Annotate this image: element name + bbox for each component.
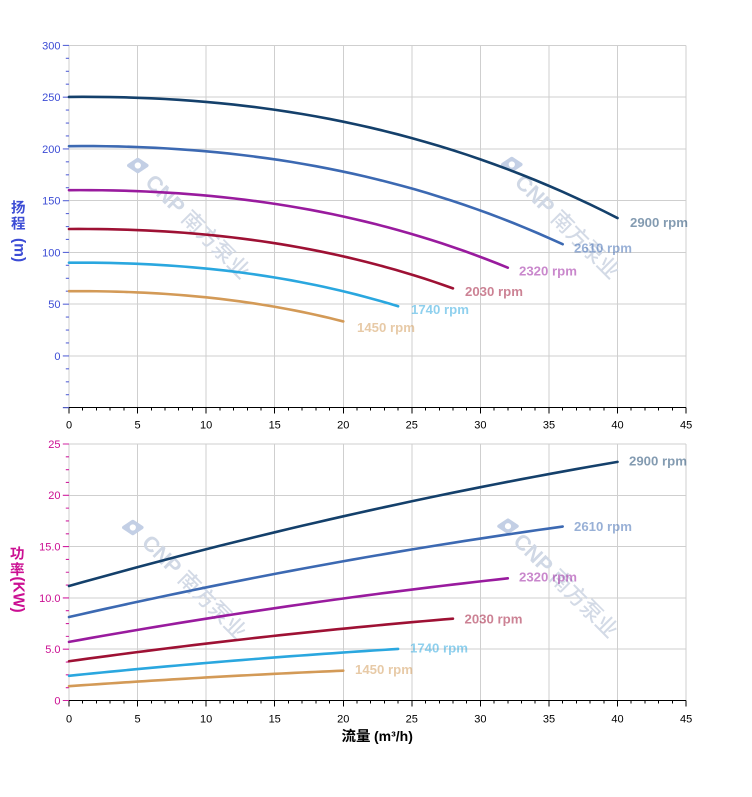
svg-text:30: 30 (474, 714, 486, 726)
svg-text:15: 15 (269, 420, 281, 432)
svg-text:20: 20 (337, 420, 349, 432)
svg-text:(m): (m) (11, 238, 28, 262)
svg-text:2900 rpm: 2900 rpm (629, 454, 687, 469)
svg-text:200: 200 (42, 144, 60, 156)
svg-text:2610 rpm: 2610 rpm (574, 241, 632, 256)
svg-text:1450 rpm: 1450 rpm (355, 662, 413, 677)
svg-text:15.0: 15.0 (39, 542, 60, 554)
svg-text:(KW): (KW) (10, 577, 27, 613)
svg-text:2030 rpm: 2030 rpm (465, 284, 523, 299)
svg-text:2900 rpm: 2900 rpm (630, 215, 688, 230)
svg-text:2610 rpm: 2610 rpm (574, 519, 632, 534)
svg-text:35: 35 (543, 420, 555, 432)
svg-text:(m³/h): (m³/h) (374, 728, 413, 744)
svg-text:0: 0 (66, 420, 72, 432)
svg-text:45: 45 (680, 420, 692, 432)
svg-text:35: 35 (543, 714, 555, 726)
svg-text:0: 0 (54, 351, 60, 363)
svg-text:CNP: CNP (510, 170, 559, 219)
svg-text:5.0: 5.0 (45, 644, 60, 656)
svg-text:5: 5 (135, 714, 141, 726)
svg-text:0: 0 (54, 695, 60, 707)
svg-text:300: 300 (42, 40, 60, 52)
svg-text:1450 rpm: 1450 rpm (357, 320, 415, 335)
svg-text:25: 25 (48, 439, 60, 451)
svg-text:10.0: 10.0 (39, 593, 60, 605)
svg-text:2320 rpm: 2320 rpm (519, 570, 577, 585)
svg-text:50: 50 (48, 299, 60, 311)
svg-text:40: 40 (611, 714, 623, 726)
svg-text:45: 45 (680, 714, 692, 726)
svg-text:25: 25 (406, 714, 418, 726)
svg-text:250: 250 (42, 92, 60, 104)
svg-text:1740 rpm: 1740 rpm (410, 641, 468, 656)
svg-text:10: 10 (200, 714, 212, 726)
svg-text:0: 0 (66, 714, 72, 726)
svg-text:5: 5 (135, 420, 141, 432)
svg-text:30: 30 (474, 420, 486, 432)
svg-text:25: 25 (406, 420, 418, 432)
svg-text:100: 100 (42, 247, 60, 259)
svg-text:40: 40 (611, 420, 623, 432)
svg-text:150: 150 (42, 196, 60, 208)
svg-text:20: 20 (48, 490, 60, 502)
svg-text:2320 rpm: 2320 rpm (519, 264, 577, 279)
svg-text:15: 15 (269, 714, 281, 726)
svg-text:10: 10 (200, 420, 212, 432)
svg-text:1740 rpm: 1740 rpm (411, 302, 469, 317)
svg-text:2030 rpm: 2030 rpm (465, 612, 523, 627)
svg-text:20: 20 (337, 714, 349, 726)
